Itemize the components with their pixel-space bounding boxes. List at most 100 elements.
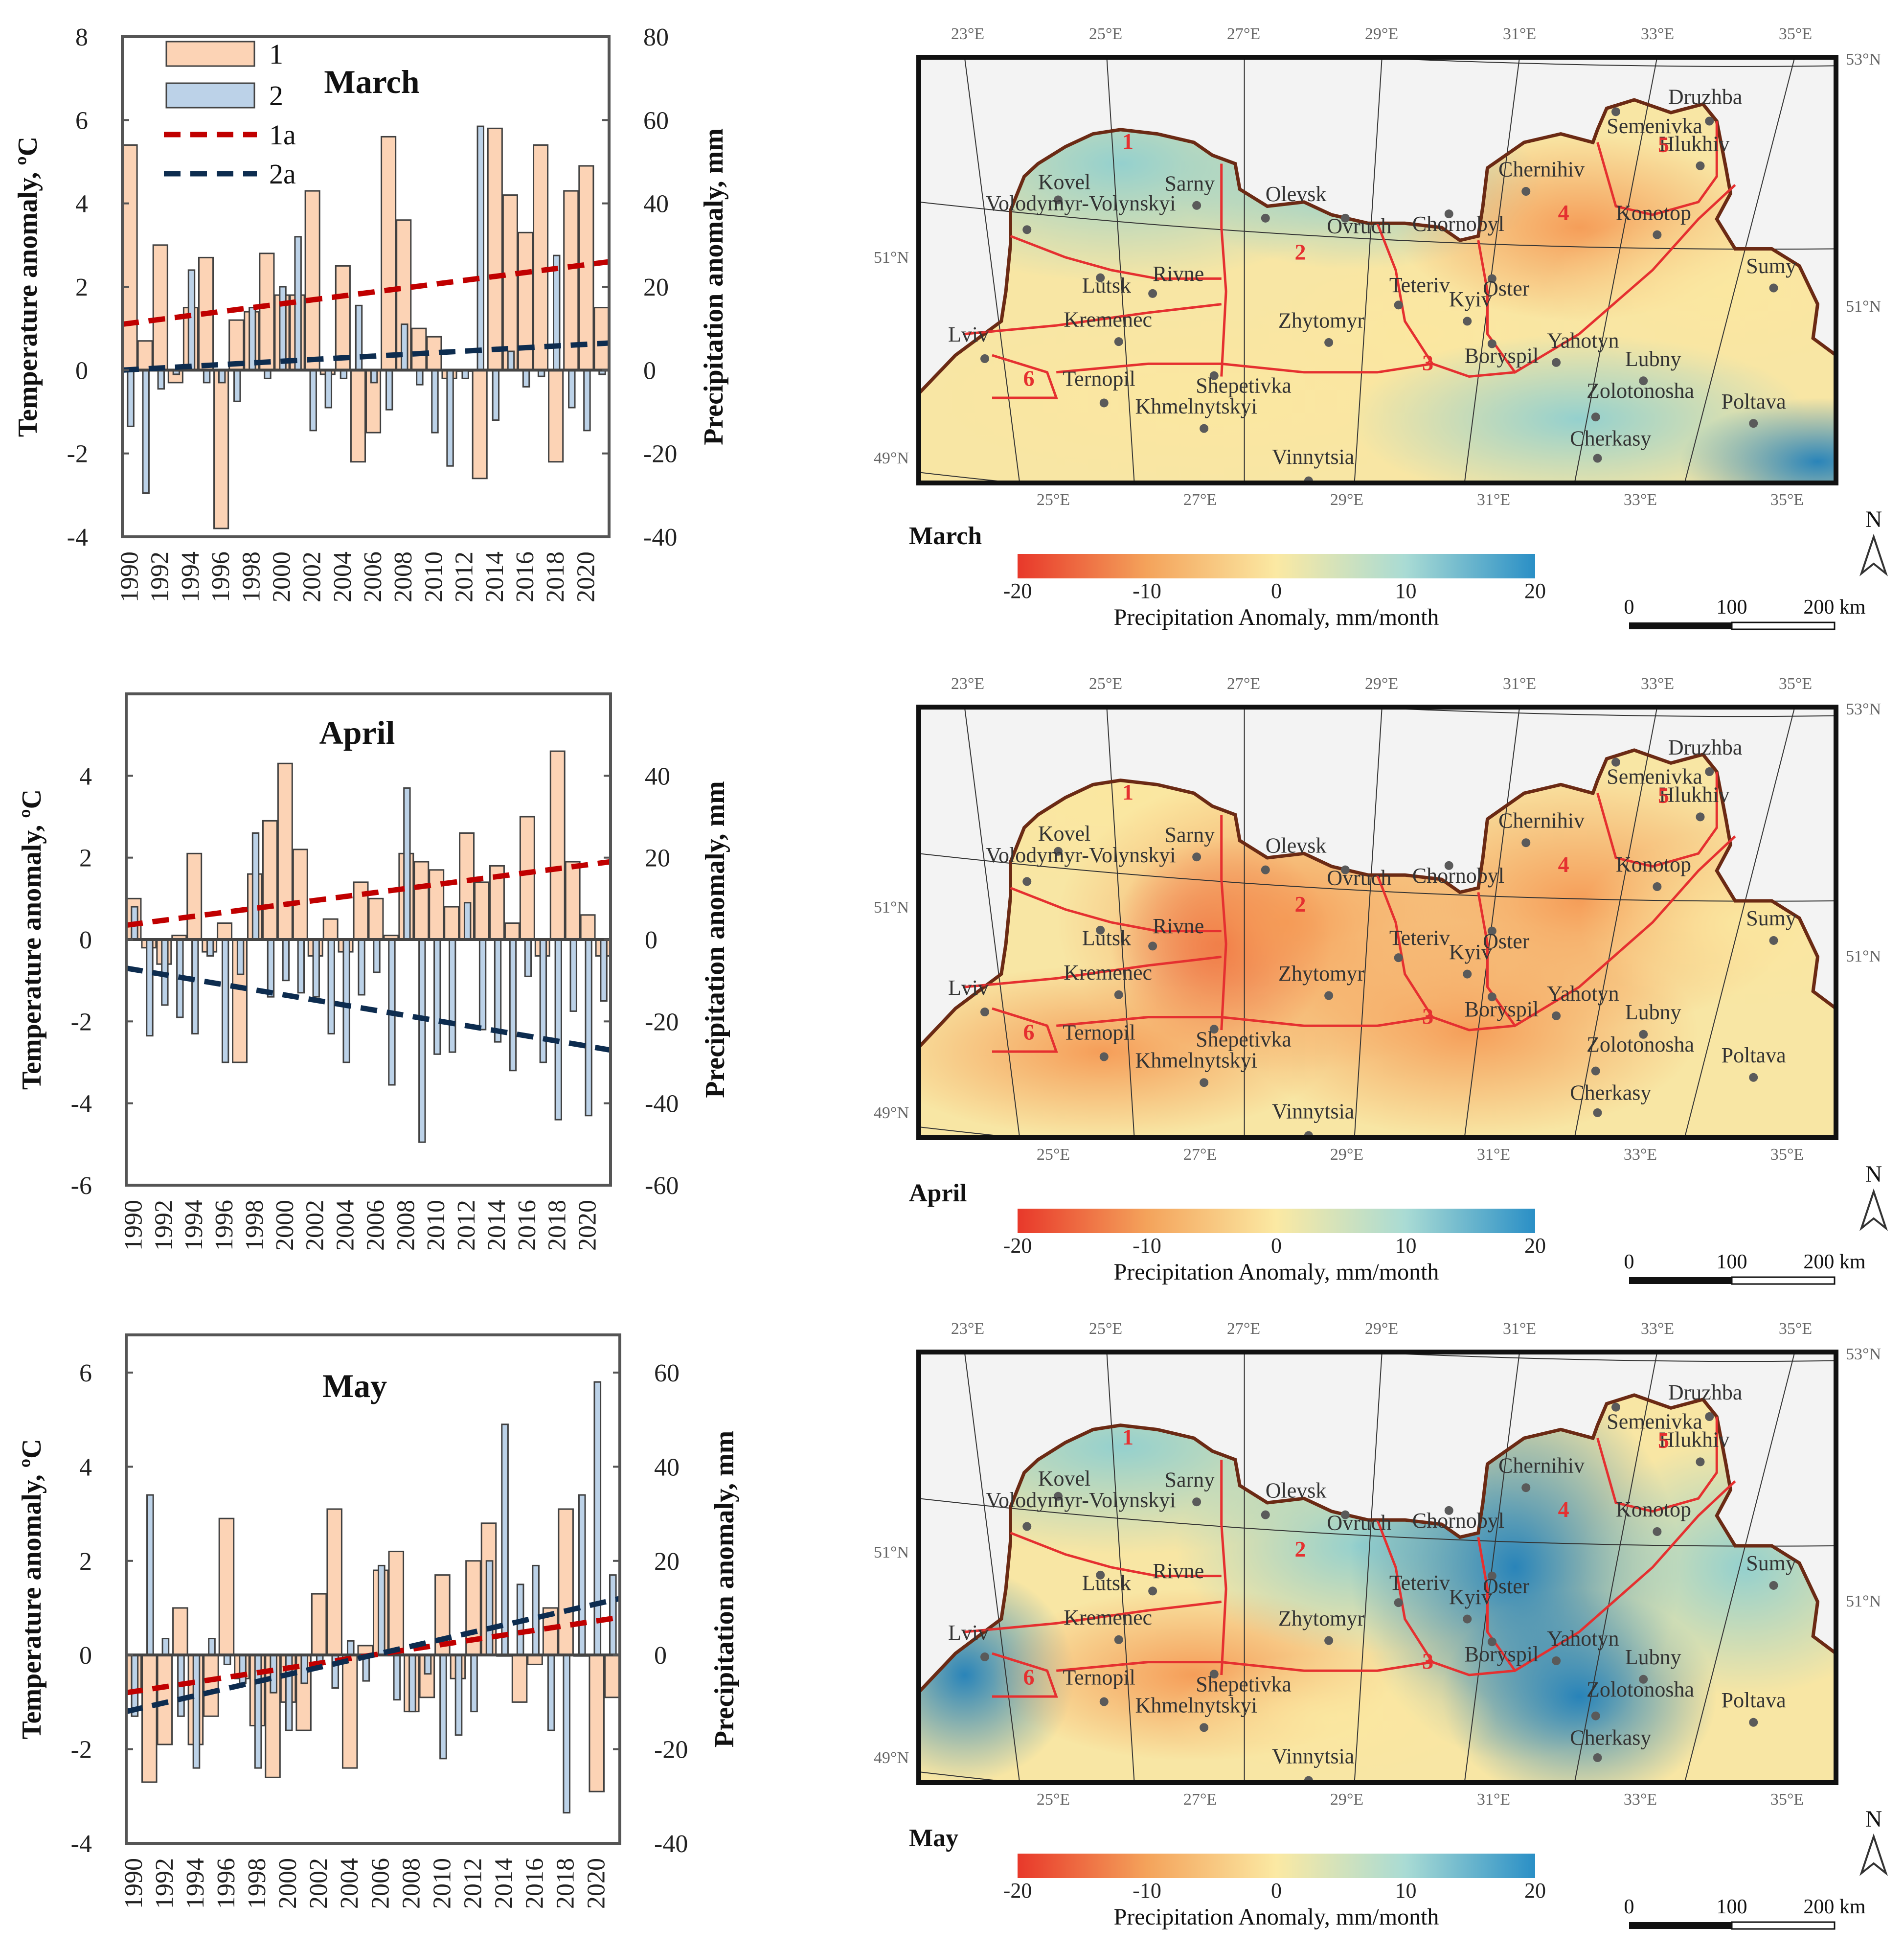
x-tick-label: 2004 [332,1200,360,1251]
precip-bar [563,1654,571,1813]
left-tick-label: 4 [75,190,88,218]
city-label: Teteriv [1389,273,1450,297]
city-label: Druzhba [1668,85,1743,109]
temp-bar [141,1654,158,1783]
city-dot [1099,398,1109,408]
city-dot [1749,419,1758,428]
region-number: 5 [1658,783,1669,808]
x-tick-label: 2010 [428,1858,456,1909]
left-tick-label: 8 [75,23,88,51]
precip-bar [239,1654,247,1684]
x-tick-label: 2012 [453,1200,480,1251]
city-dot [1340,213,1350,223]
x-tick-label: 2000 [271,1200,299,1251]
lon-label-bottom: 27°E [1183,1146,1217,1164]
precip-bar [270,1654,277,1694]
left-tick-label: 0 [75,357,88,385]
precip-bar [297,939,305,994]
lon-label-top: 27°E [1227,1320,1260,1338]
precip-bar [370,369,378,384]
temp-bar [172,1607,188,1656]
region-line [1596,121,1718,216]
region-number: 2 [1295,239,1306,264]
city-dot [1705,1412,1714,1421]
temp-bar [444,906,460,941]
precip-bar [433,939,441,1055]
region-line [1376,874,1434,1018]
region-line [1056,1016,1515,1032]
city-dot [1096,1570,1105,1580]
right-tick-label: -40 [643,524,677,551]
city-label: Druzhba [1668,1380,1743,1404]
city-label: Hlukhiv [1659,132,1729,156]
city-dot [1200,424,1209,433]
city-dot [1114,337,1123,346]
precip-bar [547,1654,555,1731]
lon-label-bottom: 33°E [1624,491,1657,509]
lat-label: 53°N [1846,700,1881,718]
city-label: Semenivka [1607,114,1702,138]
city-dot [1639,1030,1648,1039]
temp-bar [218,1517,235,1656]
city-label: Chernihiv [1498,1453,1585,1477]
scale-label: 0 [1624,1896,1634,1918]
city-label: Konotop [1616,201,1691,225]
parallel-line [1348,707,1836,717]
lat-label: 51°N [1846,1592,1881,1610]
x-tick-label: 2020 [574,1200,602,1251]
temp-bar [292,849,308,941]
scale-bar-light [1731,621,1836,630]
precip-trend-line [126,965,611,1053]
precip-trend-line [125,1596,621,1714]
lat-label: 51°N [874,249,909,267]
temp-bar [157,1654,173,1745]
meridian-line [1574,707,1658,1138]
city-dot [1096,273,1105,282]
city-label: Kovel [1038,1467,1091,1491]
x-tick-label: 2018 [552,1858,580,1909]
lon-label-top: 29°E [1365,1320,1398,1338]
legend-label: 1 [269,38,283,70]
city-label: Rivne [1153,1559,1204,1583]
city-dot [1696,161,1705,170]
city-dot [1114,1635,1123,1644]
city-label: Olevsk [1266,182,1327,206]
precip-bar [470,1654,478,1713]
precip-bar [208,1638,216,1656]
anomaly-blob [919,965,1332,1138]
precip-bar [408,1654,416,1713]
lon-label-top: 35°E [1779,25,1812,43]
city-label: Oster [1483,1574,1530,1598]
north-arrow-icon [1859,1188,1888,1231]
x-tick-label: 2006 [366,1858,394,1909]
meridian-line [1464,57,1520,483]
region-line [1220,163,1227,377]
x-tick-label: 2012 [459,1858,487,1909]
right-tick-label: 20 [654,1548,680,1576]
city-dot [1463,317,1472,326]
scale-label: 200 km [1803,1896,1866,1918]
city-label: Chernihiv [1498,808,1585,832]
colorbar-tick: -20 [1003,1234,1032,1258]
left-tick-label: 0 [79,1642,92,1670]
lat-label: 49°N [874,1749,909,1767]
lon-label-bottom: 27°E [1183,1790,1217,1809]
colorbar-tick: -10 [1133,1879,1161,1903]
lon-label-bottom: 35°E [1770,1146,1804,1164]
city-label: Rivne [1153,914,1204,938]
scale-bar-light [1731,1276,1836,1285]
precip-bar [157,369,165,390]
temp-bar [137,340,153,371]
lon-label-top: 29°E [1365,25,1398,43]
city-label: Ovruch [1327,866,1391,890]
city-dot [1521,1483,1531,1492]
temp-bar [304,190,320,371]
meridian-line [1464,1352,1520,1783]
region-line [1220,1460,1227,1675]
region-line [1220,815,1227,1031]
city-dot [1022,225,1032,234]
city-dot [1653,882,1662,891]
city-label: Poltava [1722,1688,1786,1712]
